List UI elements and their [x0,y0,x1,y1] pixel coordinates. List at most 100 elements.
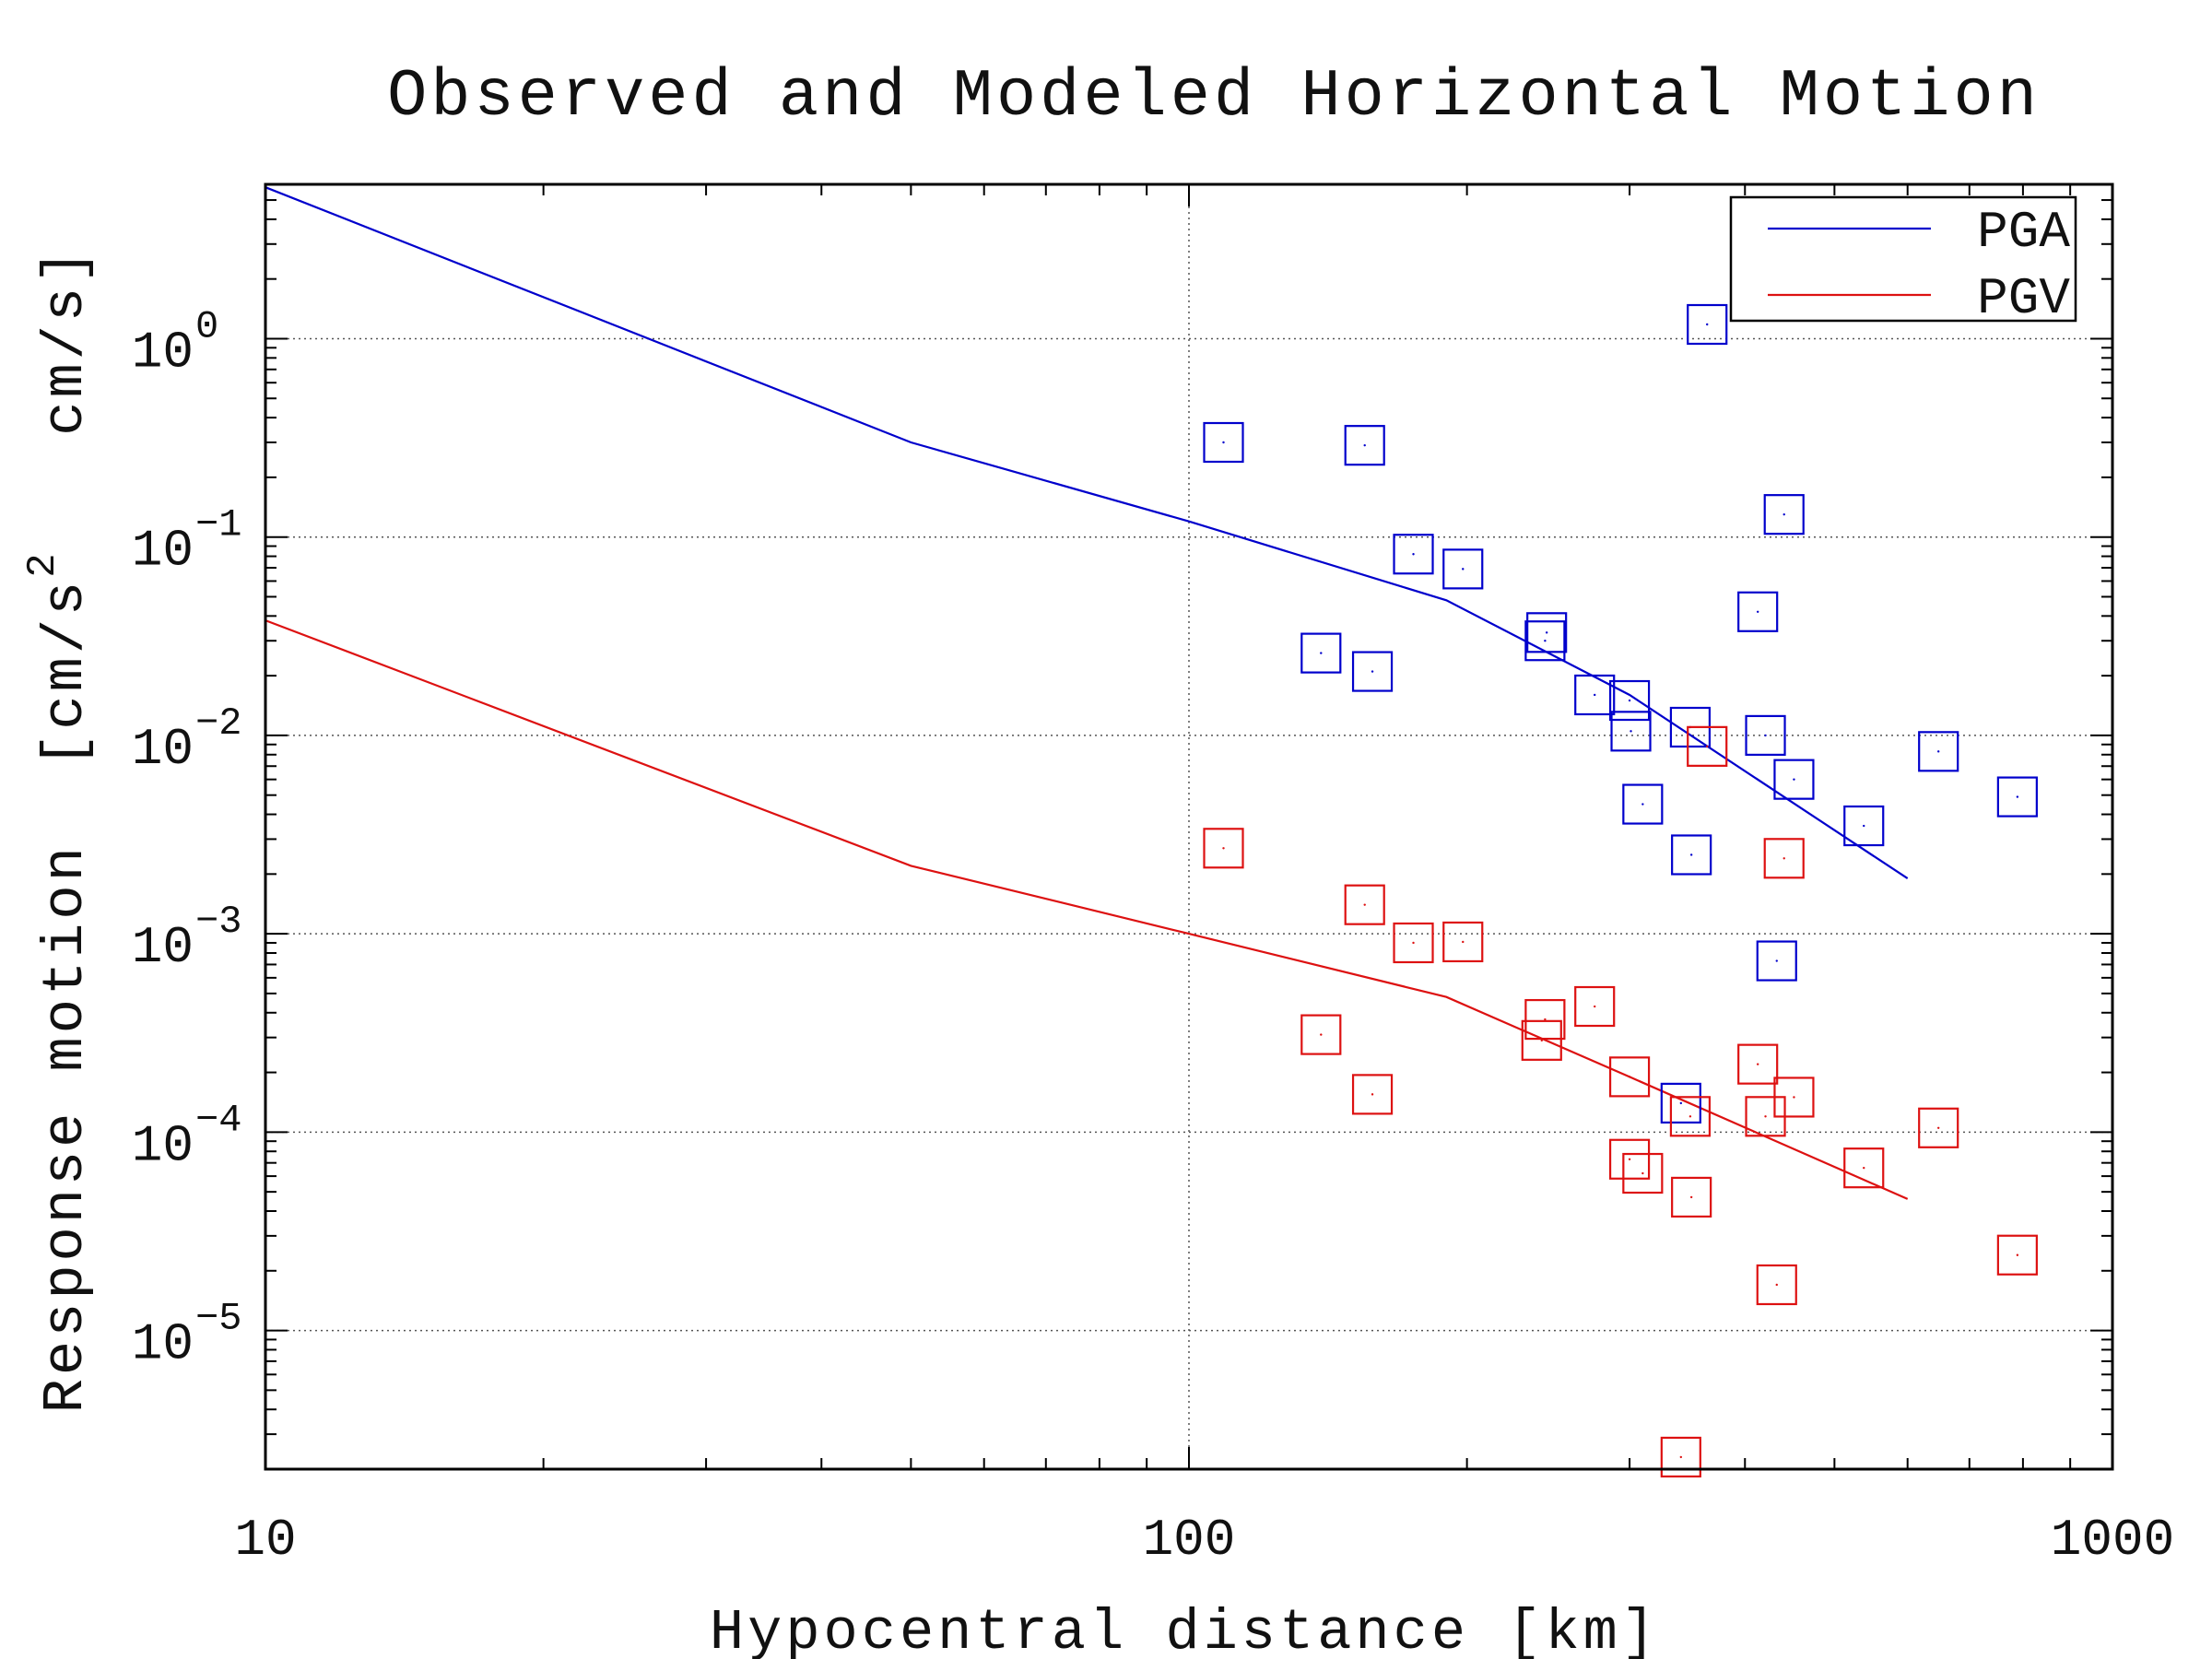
marker-pgv [1756,1264,1797,1306]
marker-center-pgv [1371,1093,1374,1096]
marker-pga [1756,940,1797,982]
marker-pgv [1843,1147,1885,1189]
y-tick-label-exponent: −5 [195,1297,241,1341]
marker-pga [1687,303,1728,346]
y-axis-label: Response motion [cm/s2 cm/s] [20,246,99,1414]
marker-center-pgv [1936,1126,1940,1129]
legend: PGA PGV [1729,195,2077,328]
x-tick-label: 10 [234,1511,296,1570]
marker-pga [1610,711,1652,752]
marker-pgv [1996,1234,2038,1276]
legend-label-pga: PGA [1977,203,2070,262]
marker-center-pga [1545,631,1548,634]
marker-pga [1442,548,1484,590]
marker-pga [1574,674,1616,716]
marker-center-pgv [1320,1033,1323,1036]
marker-center-pga [1628,699,1631,702]
marker-center-pgv [1641,1171,1644,1175]
marker-pga [1996,776,2038,818]
marker-center-pga [1594,693,1596,697]
marker-center-pga [1775,959,1778,962]
marker-pga [1393,534,1434,575]
marker-center-pgv [1628,1076,1631,1078]
marker-pga [1671,834,1712,876]
marker-center-pgv [1775,1283,1778,1287]
marker-pgv [1574,985,1616,1028]
marker-pgv [1687,725,1728,767]
marker-center-pga [1222,441,1225,444]
marker-center-pgv [1363,903,1366,906]
marker-pgv [1773,1077,1815,1118]
y-tick-label-exponent: −1 [195,503,241,547]
series-line-pga [265,186,1909,880]
y-tick-label: 10 [132,918,194,977]
legend-label-pgv: PGV [1977,269,2070,328]
marker-pga [1660,1082,1701,1124]
marker-pgv [1669,1096,1712,1137]
marker-center-pga [1641,803,1644,806]
marker-pga [1524,620,1566,662]
marker-center-pga [1689,853,1693,856]
marker-center-pga [1936,750,1940,753]
marker-pgv [1622,1152,1664,1194]
marker-pgv [1300,1014,1342,1055]
series-lines [265,186,1909,1200]
marker-center-pga [1783,512,1785,516]
marker-pgv [1351,1074,1394,1115]
marker-pga [1745,714,1786,757]
marker-pga [1622,783,1664,825]
marker-pgv [1521,1019,1562,1061]
y-tick-label-exponent: −3 [195,900,241,944]
scatter-markers [1203,303,2038,1478]
marker-pgv [1660,1436,1701,1478]
marker-center-pga [1793,778,1795,781]
marker-pga [1918,731,1959,772]
y-axis-label-superscript: 2 [20,549,66,577]
marker-center-pgv [1793,1096,1795,1099]
y-axis-label-main: Response motion [cm/s [33,578,99,1414]
marker-center-pga [1630,730,1632,733]
marker-pgv [1671,1176,1712,1218]
marker-center-pga [1679,1101,1683,1105]
marker-center-pga [1320,652,1323,654]
marker-center-pgv [1783,857,1785,860]
marker-pga [1843,805,1885,847]
marker-pgv [1344,884,1385,925]
grid-lines [265,184,2112,1469]
marker-pga [1203,421,1244,464]
marker-pga [1737,591,1779,632]
x-tick-label: 1000 [2051,1511,2174,1570]
y-tick-label: 10 [132,1315,194,1374]
marker-center-pgv [1544,1018,1547,1021]
marker-center-pgv [2016,1253,2019,1256]
plot-frame [264,182,2114,1471]
legend-box [1729,195,2077,323]
marker-pgv [1918,1107,1959,1148]
marker-center-pgv [1756,1063,1759,1065]
marker-pga [1763,494,1805,535]
y-tick-label-exponent: 0 [195,304,218,348]
marker-center-pgv [1689,1195,1693,1199]
marker-pgv [1608,1138,1651,1180]
marker-center-pga [1756,610,1759,613]
x-tick-label: 100 [1143,1511,1236,1570]
marker-center-pga [1371,670,1374,673]
y-tick-label: 10 [132,1116,194,1175]
marker-pgv [1737,1043,1779,1085]
marker-center-pgv [1679,1455,1683,1459]
marker-pga [1526,612,1568,653]
marker-pgv [1524,998,1566,1041]
chart-title: Observed and Modeled Horizontal Motion [387,59,2041,135]
marker-center-pgv [1764,1115,1767,1118]
marker-pgv [1763,838,1805,879]
marker-center-pgv [1594,1005,1596,1008]
y-tick-label: 10 [132,522,194,581]
y-tick-label: 10 [132,720,194,779]
marker-pgv [1608,1056,1651,1098]
x-axis-label: Hypocentral distance [km] [710,1600,1659,1659]
marker-center-pgv [1628,1158,1631,1160]
marker-center-pga [1706,323,1709,326]
marker-center-pga [1412,553,1415,556]
